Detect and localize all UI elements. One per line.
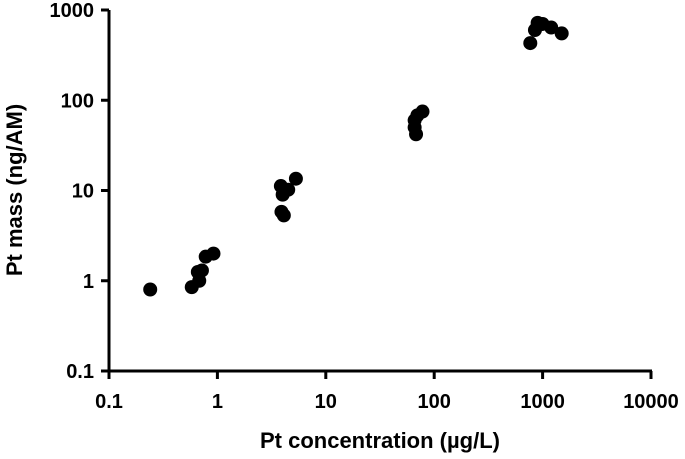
x-tick-label: 0.1 [95, 391, 123, 413]
y-tick-label: 10 [72, 181, 94, 203]
x-tick-label: 10 [315, 391, 337, 413]
axes [107, 10, 652, 373]
y-axis-ticks: 0.1 1 10 100 1000 [50, 0, 109, 383]
y-tick-label: 1 [83, 271, 94, 293]
data-point [276, 208, 291, 223]
data-point [194, 263, 209, 278]
y-tick-label: 1000 [50, 0, 95, 22]
y-tick-label: 0.1 [66, 361, 94, 383]
data-point [273, 179, 288, 194]
x-axis-ticks: 0.1 1 10 100 1000 10000 [95, 371, 679, 413]
data-points [143, 15, 569, 297]
x-tick-label: 100 [418, 391, 451, 413]
x-tick-label: 10000 [623, 391, 679, 413]
x-axis-title: Pt concentration (µg/L) [260, 428, 500, 453]
data-point [415, 104, 430, 119]
x-tick-label: 1 [212, 391, 223, 413]
y-tick-label: 100 [61, 90, 94, 112]
data-point [206, 246, 221, 261]
data-point [288, 171, 303, 186]
data-point [143, 282, 158, 297]
y-axis-title: Pt mass (ng/AM) [2, 104, 27, 276]
data-point [554, 26, 569, 41]
data-point [544, 20, 559, 35]
data-point [523, 36, 538, 51]
x-tick-label: 1000 [520, 391, 565, 413]
